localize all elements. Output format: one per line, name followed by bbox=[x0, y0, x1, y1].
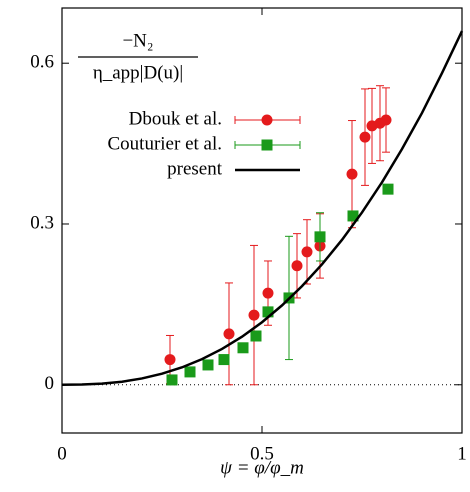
point bbox=[261, 139, 273, 151]
point bbox=[218, 354, 230, 366]
point bbox=[291, 260, 303, 272]
y-tick-label: 0 bbox=[45, 373, 55, 394]
point bbox=[380, 114, 392, 126]
x-tick-label: 0 bbox=[57, 443, 67, 464]
legend-label: present bbox=[167, 158, 223, 179]
legend-label: Couturier et al. bbox=[108, 133, 223, 154]
point bbox=[248, 309, 260, 321]
x-label: ψ = φ/φ_m bbox=[220, 457, 304, 478]
point bbox=[346, 168, 358, 180]
curve bbox=[61, 30, 464, 387]
point bbox=[347, 210, 359, 222]
point bbox=[250, 330, 262, 342]
point bbox=[202, 359, 214, 371]
point bbox=[184, 366, 196, 378]
point bbox=[359, 131, 371, 143]
point bbox=[166, 374, 178, 386]
point bbox=[164, 354, 176, 366]
y-label-numerator: −N₂ bbox=[122, 30, 153, 51]
x-tick-label: 0.5 bbox=[250, 443, 274, 464]
legend-label: Dbouk et al. bbox=[129, 108, 222, 129]
point bbox=[301, 246, 313, 258]
y-label-denominator: η_app|D(u)| bbox=[93, 62, 183, 83]
point bbox=[262, 306, 274, 318]
x-tick-label: 1 bbox=[457, 443, 467, 464]
y-tick-label: 0.3 bbox=[30, 212, 54, 233]
y-tick-label: 0.6 bbox=[30, 52, 54, 73]
point bbox=[262, 287, 274, 299]
point bbox=[382, 183, 394, 195]
point bbox=[314, 231, 326, 243]
point bbox=[261, 114, 273, 126]
point bbox=[237, 342, 249, 354]
point bbox=[223, 328, 235, 340]
